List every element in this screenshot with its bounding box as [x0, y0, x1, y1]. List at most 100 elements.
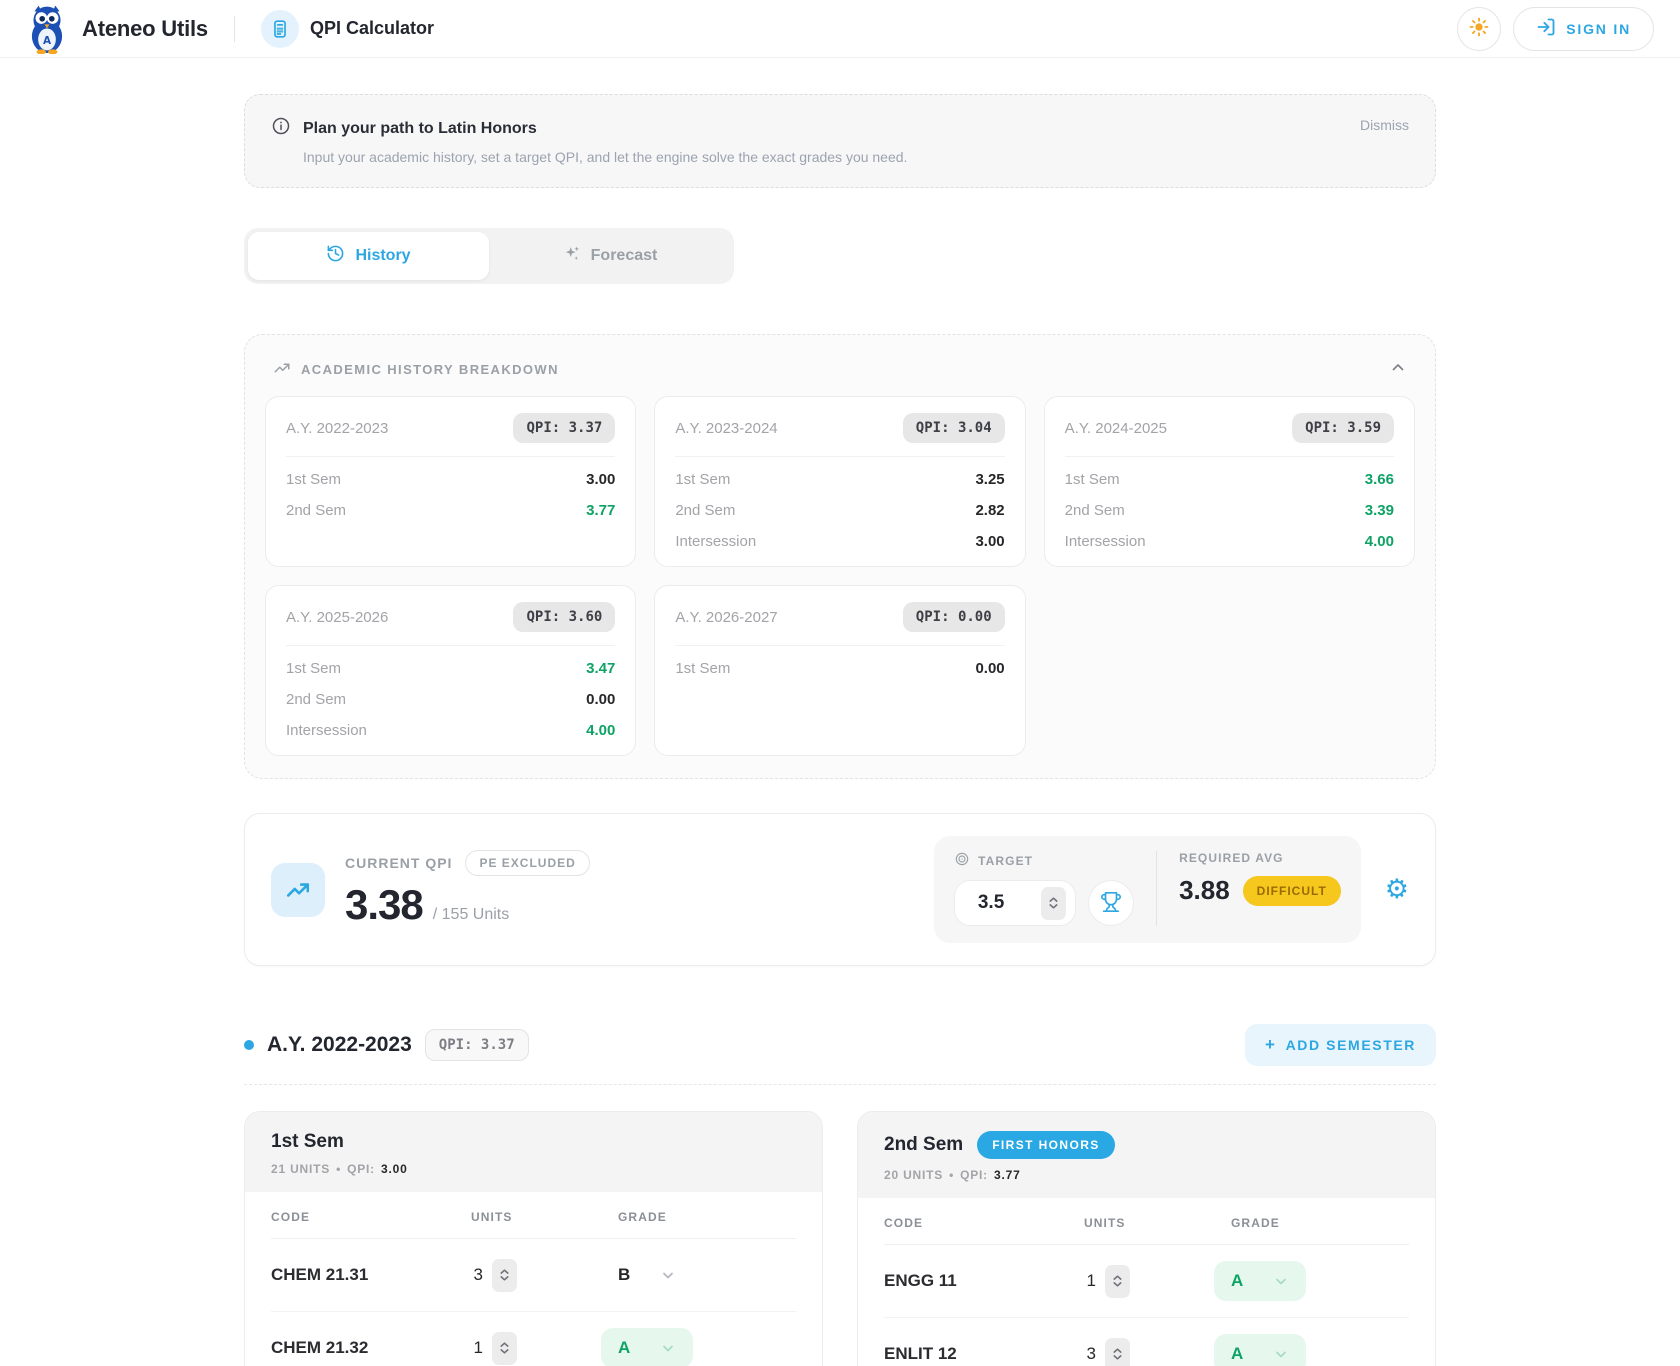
units-stepper[interactable]: [1105, 1337, 1130, 1366]
term-qpi-value: 3.77: [586, 502, 616, 519]
collapse-toggle-button[interactable]: [1389, 359, 1407, 380]
required-avg-value: 3.88: [1179, 875, 1230, 905]
units-value: 3: [473, 1265, 483, 1284]
year-qpi-badge: QPI: 3.37: [513, 413, 616, 443]
brand-group: A Ateneo Utils QPI Calculator: [26, 4, 434, 54]
sparkles-icon: [562, 244, 581, 268]
year-qpi-badge: QPI: 0.00: [902, 602, 1005, 632]
course-code: CHEM 21.31: [271, 1265, 369, 1284]
tab-history-label: History: [355, 247, 411, 264]
tab-history[interactable]: History: [248, 232, 489, 280]
course-row: CHEM 21.32 1: [271, 1312, 796, 1366]
current-qpi-label: CURRENT QPI: [345, 855, 453, 871]
banner-title: Plan your path to Latin Honors: [303, 119, 537, 137]
mode-tabs: History Forecast: [244, 228, 734, 284]
term-row: 2nd Sem 2.82: [675, 502, 1004, 519]
units-cell: 3: [1084, 1337, 1214, 1366]
target-stepper[interactable]: [1041, 886, 1067, 920]
course-row: ENGG 11 1: [884, 1245, 1409, 1318]
app-header: A Ateneo Utils QPI Calculator: [0, 0, 1680, 58]
grade-select[interactable]: A: [1214, 1334, 1307, 1366]
latin-honors-banner: Plan your path to Latin Honors Input you…: [244, 94, 1436, 188]
current-qpi-units: / 155 Units: [432, 906, 510, 923]
term-name: Intersession: [286, 722, 367, 739]
year-qpi-badge: QPI: 3.04: [902, 413, 1005, 443]
info-icon: [271, 116, 291, 141]
grade-select[interactable]: A: [1214, 1261, 1307, 1301]
sign-in-button[interactable]: SIGN IN: [1513, 6, 1654, 51]
term-row: 1st Sem 0.00: [675, 660, 1004, 677]
term-name: 1st Sem: [675, 660, 731, 677]
term-qpi-value: 4.00: [1364, 533, 1394, 550]
term-name: 2nd Sem: [675, 502, 736, 519]
term-row: 1st Sem 3.00: [286, 471, 615, 488]
grade-value: B: [618, 1265, 631, 1284]
grade-select[interactable]: A: [601, 1328, 694, 1366]
year-label: A.Y. 2022-2023: [286, 419, 389, 437]
required-avg-label: REQUIRED AVG: [1179, 851, 1284, 865]
term-qpi-value: 3.00: [586, 471, 616, 488]
units-stepper[interactable]: [492, 1331, 517, 1365]
app-chip: QPI Calculator: [260, 9, 434, 48]
course-code: CHEM 21.32: [271, 1338, 369, 1357]
target-label: TARGET: [978, 853, 1034, 868]
year-summary-card: A.Y. 2023-2024 QPI: 3.04 1st Sem 3.25: [654, 396, 1026, 567]
col-code: CODE: [884, 1216, 924, 1230]
course-rows: CHEM 21.31 3: [271, 1239, 796, 1366]
semester-name: 1st Sem: [271, 1131, 344, 1152]
semester-card-header: 2nd Sem FIRST HONORS 20 UNITS • QPI: 3.7…: [858, 1112, 1435, 1198]
page-title: QPI Calculator: [309, 18, 434, 38]
meta-separator: •: [949, 1168, 955, 1182]
term-qpi-value: 3.00: [975, 533, 1005, 550]
current-qpi-value: 3.38: [345, 881, 424, 928]
sun-icon: [1468, 16, 1490, 41]
year-bullet-dot: [244, 1040, 254, 1050]
add-semester-label: ADD SEMESTER: [1285, 1037, 1416, 1053]
grade-select[interactable]: B: [601, 1255, 693, 1295]
term-row: 1st Sem 3.66: [1065, 471, 1394, 488]
chevron-up-icon: [1389, 359, 1407, 380]
semester-cards-grid: 1st Sem 21 UNITS • QPI: 3.00 CODE: [244, 1111, 1436, 1366]
trophy-icon: [1100, 891, 1122, 916]
year-summary-card: A.Y. 2025-2026 QPI: 3.60 1st Sem 3.47: [265, 585, 637, 756]
grade-value: A: [1231, 1344, 1244, 1363]
calculator-icon: [260, 9, 299, 48]
semester-card-header: 1st Sem 21 UNITS • QPI: 3.00: [245, 1112, 822, 1192]
main-content: Plan your path to Latin Honors Input you…: [244, 94, 1436, 1366]
course-code: ENGG 11: [884, 1271, 957, 1290]
current-qpi-card: CURRENT QPI PE EXCLUDED 3.38 / 155 Units: [244, 813, 1436, 966]
year-label: A.Y. 2026-2027: [675, 608, 778, 626]
breakdown-title: ACADEMIC HISTORY BREAKDOWN: [301, 362, 559, 377]
units-stepper[interactable]: [1105, 1264, 1130, 1298]
target-icon: [954, 851, 970, 870]
add-semester-button[interactable]: + ADD SEMESTER: [1245, 1024, 1436, 1066]
year-section-title: A.Y. 2022-2023: [267, 1033, 412, 1056]
term-rows: 1st Sem 3.47 2nd Sem 0.00 Intersession: [286, 660, 615, 739]
settings-gear-icon[interactable]: ⚙: [1384, 874, 1409, 905]
semester-qpi-meta-label: QPI:: [347, 1162, 375, 1176]
theme-toggle-button[interactable]: [1457, 6, 1502, 51]
year-section-divider: [244, 1084, 1436, 1085]
chevron-down-icon: [660, 1267, 676, 1283]
dismiss-button[interactable]: Dismiss: [1360, 117, 1409, 133]
honors-preset-button[interactable]: [1088, 880, 1135, 926]
chevron-down-icon: [1273, 1346, 1289, 1362]
semester-qpi-meta-label: QPI:: [960, 1168, 988, 1182]
semester-units-meta: 20 UNITS: [884, 1168, 944, 1182]
history-icon: [326, 244, 345, 268]
target-qpi-input[interactable]: [959, 892, 1024, 914]
target-panel: TARGET: [934, 836, 1361, 943]
semester-qpi-meta-value: 3.77: [993, 1168, 1021, 1182]
units-stepper[interactable]: [492, 1258, 517, 1292]
target-divider: [1156, 851, 1158, 926]
term-name: 2nd Sem: [286, 691, 347, 708]
year-qpi-badge: QPI: 3.59: [1292, 413, 1394, 443]
tab-forecast[interactable]: Forecast: [489, 232, 730, 280]
term-row: Intersession 4.00: [286, 722, 615, 739]
term-rows: 1st Sem 3.66 2nd Sem 3.39 Intersession: [1065, 471, 1394, 550]
year-cards-grid: A.Y. 2022-2023 QPI: 3.37 1st Sem 3.00: [265, 396, 1415, 756]
semester-qpi-meta-value: 3.00: [380, 1162, 408, 1176]
term-name: 1st Sem: [1064, 471, 1120, 488]
term-row: 2nd Sem 3.39: [1065, 502, 1394, 519]
term-qpi-value: 3.47: [586, 660, 616, 677]
